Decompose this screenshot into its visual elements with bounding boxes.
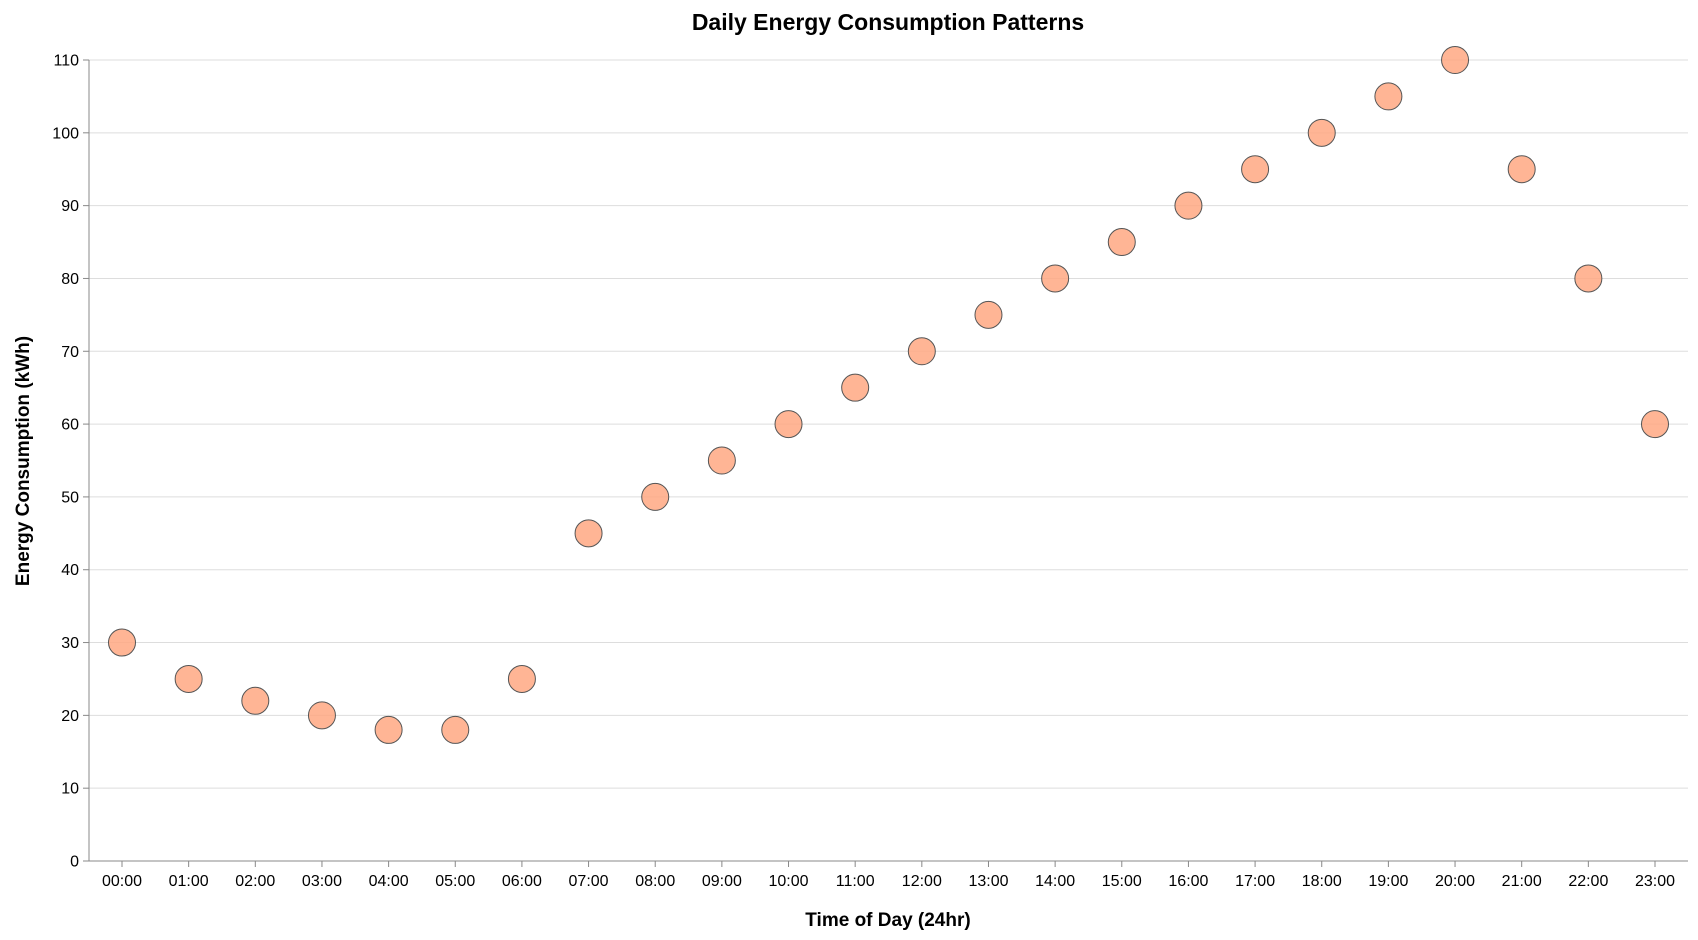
y-tick-label: 110 <box>53 53 79 70</box>
data-point[interactable] <box>974 300 1003 329</box>
data-point[interactable] <box>241 686 270 715</box>
x-axis-title: Time of Day (24hr) <box>805 910 970 931</box>
x-tick-label: 01:00 <box>169 873 209 890</box>
x-tick-label: 16:00 <box>1168 873 1208 890</box>
data-point[interactable] <box>574 519 603 548</box>
x-tick-label: 00:00 <box>102 873 142 890</box>
x-tick-label: 10:00 <box>768 873 808 890</box>
data-point[interactable] <box>507 664 536 693</box>
gridlines <box>89 59 1688 789</box>
y-tick-label: 100 <box>52 125 79 142</box>
x-tick-label: 08:00 <box>635 873 675 890</box>
data-point[interactable] <box>1041 264 1070 293</box>
x-tick-label: 12:00 <box>902 873 942 890</box>
y-tick-label: 90 <box>61 198 79 215</box>
y-tick-label: 60 <box>61 417 79 434</box>
data-point[interactable] <box>1441 46 1470 74</box>
data-point[interactable] <box>1574 264 1603 293</box>
data-point[interactable] <box>707 446 736 475</box>
x-tick-label: 02:00 <box>235 873 275 890</box>
y-tick-label: 0 <box>70 854 79 871</box>
x-tick-label: 21:00 <box>1502 873 1542 890</box>
y-axis-title: Energy Consumption (kWh) <box>13 336 34 586</box>
data-point[interactable] <box>1107 228 1136 257</box>
x-tick-label: 04:00 <box>369 873 409 890</box>
x-tick-label: 18:00 <box>1302 873 1342 890</box>
x-tick-label: 14:00 <box>1035 873 1075 890</box>
x-tick-label: 09:00 <box>702 873 742 890</box>
chart-title: Daily Energy Consumption Patterns <box>692 9 1084 35</box>
y-tick-label: 40 <box>61 562 79 579</box>
data-point[interactable] <box>1241 155 1270 184</box>
data-point[interactable] <box>907 337 936 366</box>
x-tick-label: 03:00 <box>302 873 342 890</box>
y-tick-label: 80 <box>61 271 79 288</box>
data-point[interactable] <box>174 664 203 693</box>
x-tick-label: 19:00 <box>1368 873 1408 890</box>
y-tick-label: 50 <box>61 489 79 506</box>
x-tick-label: 17:00 <box>1235 873 1275 890</box>
y-tick-label: 10 <box>61 781 79 798</box>
x-tick-label: 06:00 <box>502 873 542 890</box>
x-tick-label: 05:00 <box>435 873 475 890</box>
x-tick-label: 11:00 <box>836 873 875 890</box>
x-tick-label: 15:00 <box>1102 873 1142 890</box>
data-points <box>108 46 1669 744</box>
data-point[interactable] <box>307 701 336 730</box>
data-point[interactable] <box>1507 155 1536 184</box>
y-tick-label: 30 <box>61 635 79 652</box>
axes: 0 10 20 30 40 50 60 70 80 90 100 110 00:00 01:00 02:00… <box>52 53 1688 890</box>
data-point[interactable] <box>641 482 670 511</box>
y-tick-label: 70 <box>61 344 79 361</box>
x-tick-label: 20:00 <box>1435 873 1475 890</box>
x-tick-label: 13:00 <box>968 873 1008 890</box>
data-point[interactable] <box>108 628 136 657</box>
x-tick-label: 07:00 <box>569 873 609 890</box>
y-tick-label: 20 <box>61 708 79 725</box>
data-point[interactable] <box>1174 191 1203 220</box>
x-tick-label: 23:00 <box>1635 873 1675 890</box>
x-tick-label: 22:00 <box>1568 873 1608 890</box>
data-point[interactable] <box>1374 82 1403 111</box>
data-point[interactable] <box>374 715 403 744</box>
data-point[interactable] <box>774 410 803 439</box>
data-point[interactable] <box>1641 410 1669 439</box>
data-point[interactable] <box>1307 118 1336 147</box>
data-point[interactable] <box>841 373 870 402</box>
data-point[interactable] <box>441 715 470 744</box>
